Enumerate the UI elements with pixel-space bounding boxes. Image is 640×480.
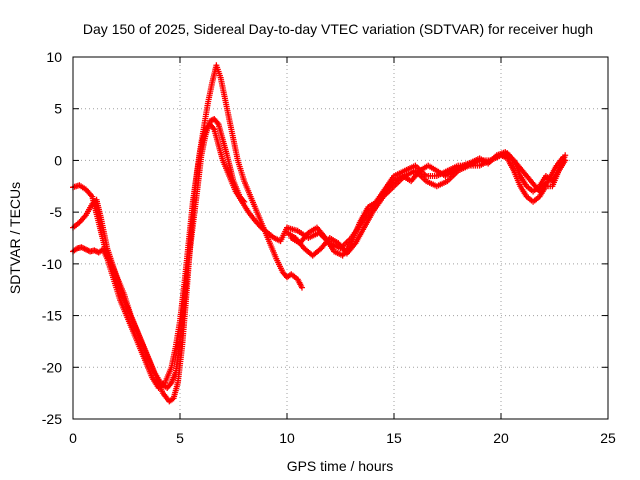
grid-lines bbox=[73, 57, 608, 419]
plot-area bbox=[70, 62, 569, 405]
chart-title: Day 150 of 2025, Sidereal Day-to-day VTE… bbox=[83, 21, 593, 37]
x-tick-label: 15 bbox=[386, 430, 402, 446]
x-tick-label: 0 bbox=[69, 430, 77, 446]
y-tick-label: -20 bbox=[42, 359, 62, 375]
y-tick-label: -10 bbox=[42, 256, 62, 272]
x-tick-labels: 0 5 10 15 20 25 bbox=[69, 430, 616, 446]
data-point bbox=[560, 154, 567, 161]
x-tick-label: 25 bbox=[600, 430, 616, 446]
series-track-f bbox=[288, 149, 567, 259]
y-tick-label: 0 bbox=[54, 152, 62, 168]
y-tick-label: -25 bbox=[42, 411, 62, 427]
data-point bbox=[167, 381, 174, 388]
x-axis-label: GPS time / hours bbox=[287, 458, 394, 474]
y-tick-label: 10 bbox=[46, 49, 62, 65]
y-tick-label: 5 bbox=[54, 101, 62, 117]
data-point bbox=[214, 119, 221, 126]
x-tick-label: 10 bbox=[279, 430, 295, 446]
plot-frame bbox=[72, 56, 609, 420]
x-tick-label: 5 bbox=[176, 430, 184, 446]
y-axis-label: SDTVAR / TECUs bbox=[7, 182, 23, 294]
data-point bbox=[210, 125, 217, 132]
y-tick-labels: -25 -20 -15 -10 -5 0 5 10 bbox=[42, 49, 62, 427]
x-tick-label: 20 bbox=[493, 430, 509, 446]
y-tick-label: -5 bbox=[50, 204, 63, 220]
data-point bbox=[298, 284, 305, 291]
series-track-c bbox=[70, 121, 290, 391]
y-tick-label: -15 bbox=[42, 308, 62, 324]
